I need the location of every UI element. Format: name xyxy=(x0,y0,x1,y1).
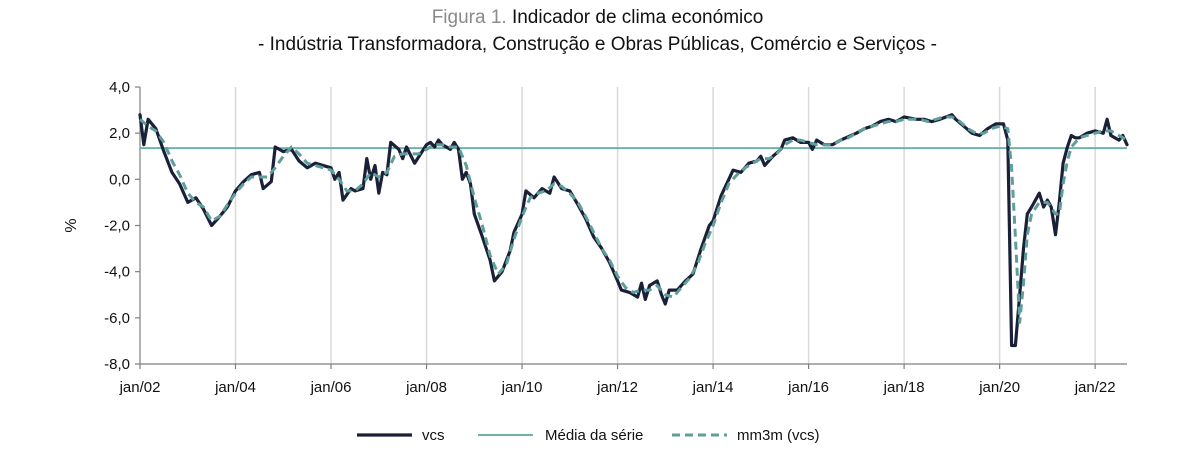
x-tick-label: jan/02 xyxy=(119,379,161,396)
series-layer xyxy=(138,113,1129,348)
x-tick-label: jan/08 xyxy=(405,379,447,396)
y-tick-label: -2,0 xyxy=(104,218,130,235)
chart-title: Figura 1. Indicador de clima económico xyxy=(0,4,1195,31)
chart-title-text: Indicador de clima económico xyxy=(511,7,764,28)
x-tick-label: jan/18 xyxy=(883,379,925,396)
x-tick-label: jan/12 xyxy=(596,379,638,396)
series-mm3m-line xyxy=(139,115,1128,324)
x-tick-label: jan/06 xyxy=(310,379,352,396)
legend-label: vcs xyxy=(422,427,445,444)
x-tick-label: jan/10 xyxy=(501,379,543,396)
figure-label: Figura 1. xyxy=(431,7,507,28)
grid-layer xyxy=(234,87,1096,364)
chart-subtitle: - Indústria Transformadora, Construção e… xyxy=(258,34,937,55)
legend-label: mm3m (vcs) xyxy=(737,427,820,444)
x-tick-label: jan/22 xyxy=(1074,379,1116,396)
y-tick-label: -6,0 xyxy=(104,310,130,327)
y-tick-label: 4,0 xyxy=(109,79,130,96)
y-tick-label: -8,0 xyxy=(104,356,130,373)
y-axis-label: % xyxy=(63,218,80,232)
legend-label: Média da série xyxy=(545,427,643,444)
x-tick-label: jan/20 xyxy=(978,379,1020,396)
x-tick-label: jan/04 xyxy=(214,379,256,396)
legend: vcs Média da série mm3m (vcs) xyxy=(357,427,820,444)
y-tick-label: 2,0 xyxy=(109,125,130,142)
y-tick-label: -4,0 xyxy=(104,264,130,281)
chart-title-block: Figura 1. Indicador de clima económico -… xyxy=(0,4,1195,58)
x-tick-label: jan/14 xyxy=(692,379,734,396)
y-tick-label: 0,0 xyxy=(109,171,130,188)
axis-layer: 4,0 2,0 0,0 -2,0 -4,0 -6,0 -8,0 jan/02 jan/04 jan… xyxy=(63,79,1127,396)
x-tick-label: jan/16 xyxy=(787,379,829,396)
